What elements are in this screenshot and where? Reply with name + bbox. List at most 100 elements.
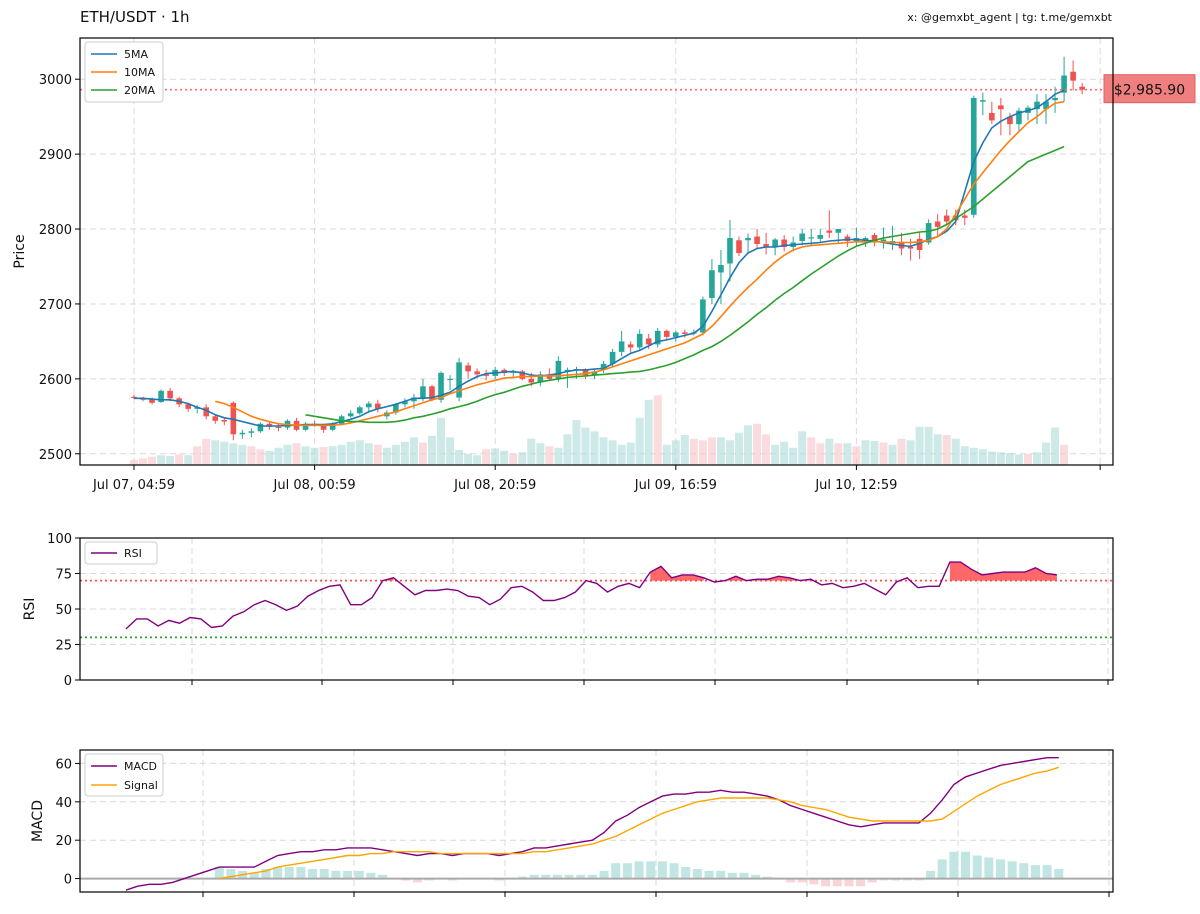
- macd-histogram-bar: [226, 868, 236, 879]
- candle-body: [682, 332, 688, 334]
- candle-body: [754, 236, 760, 245]
- volume-bar: [870, 441, 879, 465]
- volume-bar: [1014, 454, 1023, 465]
- candle-body: [600, 363, 607, 370]
- price-panel-frame: [79, 37, 1114, 466]
- candle-body: [673, 332, 679, 337]
- candle-body: [772, 239, 778, 248]
- candle-body: [537, 374, 544, 383]
- macd-histogram-bar: [937, 859, 947, 879]
- volume-bar: [960, 446, 969, 465]
- candle-body: [835, 229, 842, 233]
- macd-histogram-bar: [331, 870, 341, 879]
- rsi-panel-frame: [79, 537, 1114, 681]
- volume-bar: [807, 437, 816, 465]
- volume-bar: [518, 452, 527, 465]
- macd-histogram-bar: [984, 857, 994, 879]
- volume-bar: [328, 446, 337, 465]
- volume-bar: [906, 440, 915, 465]
- volume-bar: [355, 440, 364, 465]
- price-y-axis-label: Price: [12, 234, 28, 268]
- rsi-y-tick-label: 25: [55, 639, 72, 654]
- volume-bar: [996, 452, 1005, 465]
- macd-histogram-bar: [319, 868, 329, 879]
- macd-histogram-bar: [529, 874, 539, 879]
- volume-bar: [229, 443, 238, 465]
- candle-body: [420, 386, 426, 398]
- macd-histogram-bar: [1030, 865, 1040, 879]
- rsi-y-tick-label: 75: [55, 568, 72, 583]
- volume-bar: [247, 446, 256, 465]
- price-legend-label: 5MA: [124, 48, 148, 61]
- volume-bar: [130, 459, 138, 465]
- volume-bar: [292, 443, 301, 465]
- price-legend-label: 10MA: [124, 66, 155, 79]
- volume-bar: [455, 450, 464, 465]
- volume-bar: [364, 443, 373, 465]
- volume-bar: [987, 451, 996, 465]
- volume-bar: [1023, 453, 1032, 465]
- candle-body: [618, 341, 625, 352]
- volume-bar: [879, 442, 888, 465]
- candle-body: [880, 239, 887, 242]
- candle-body: [519, 371, 526, 379]
- macd-histogram-bar: [704, 870, 714, 879]
- rsi-y-tick-label: 50: [55, 603, 72, 618]
- price-x-tick-label: Jul 07, 04:59: [92, 478, 175, 493]
- candle-body: [727, 238, 733, 264]
- price-y-tick-label: 2600: [39, 373, 72, 388]
- candle-body: [528, 378, 535, 383]
- candle-body: [275, 426, 282, 428]
- candle-body: [402, 401, 408, 405]
- candle-body: [239, 432, 246, 435]
- volume-bar: [1042, 442, 1051, 465]
- macd-histogram-bar: [856, 878, 866, 887]
- volume-bar: [780, 441, 789, 465]
- volume-bar: [753, 423, 762, 465]
- volume-bar: [418, 442, 427, 465]
- candle-body: [257, 423, 264, 432]
- current-price-badge-text: $2,985.90: [1114, 83, 1185, 99]
- macd-histogram-bar: [284, 867, 294, 879]
- candle-body: [483, 374, 489, 376]
- candle-body: [627, 344, 634, 348]
- price-x-tick-label: Jul 08, 00:59: [273, 478, 356, 493]
- candle-body: [1043, 101, 1049, 110]
- volume-bar: [725, 440, 734, 465]
- volume-bar: [427, 435, 436, 465]
- volume-bar: [951, 438, 960, 465]
- price-x-tick-label: Jul 08, 20:59: [453, 478, 536, 493]
- volume-bar: [680, 435, 689, 465]
- macd-histogram-bar: [564, 874, 574, 879]
- volume-bar: [969, 447, 978, 465]
- candle-body: [1034, 101, 1040, 110]
- macd-histogram-bar: [261, 868, 271, 879]
- candle-body: [1007, 116, 1013, 125]
- volume-bar: [924, 426, 933, 465]
- candle-body: [1016, 110, 1022, 125]
- candle-body: [1079, 86, 1085, 90]
- volume-bar: [825, 438, 834, 465]
- candle-body: [781, 239, 787, 248]
- macd-histogram-bar: [214, 867, 224, 879]
- price-x-tick-label: Jul 10, 12:59: [814, 478, 897, 493]
- candle-body: [474, 371, 480, 375]
- volume-bar: [301, 446, 310, 465]
- volume-bar: [437, 417, 446, 465]
- volume-bar: [852, 446, 861, 465]
- macd-histogram-bar: [249, 872, 259, 879]
- price-y-tick-label: 2800: [39, 223, 72, 238]
- candle-body: [925, 223, 932, 243]
- macd-histogram-bar: [681, 867, 691, 879]
- volume-bar: [175, 454, 184, 465]
- candle-body: [347, 413, 354, 417]
- macd-histogram-bar: [809, 878, 819, 885]
- candle-body: [221, 420, 228, 422]
- candle-body: [709, 270, 715, 298]
- macd-histogram-bar: [587, 874, 597, 879]
- volume-bar: [166, 456, 175, 465]
- candle-body: [970, 97, 977, 215]
- volume-bar: [184, 455, 193, 465]
- price-legend-box: [84, 41, 164, 103]
- volume-bar: [319, 447, 328, 465]
